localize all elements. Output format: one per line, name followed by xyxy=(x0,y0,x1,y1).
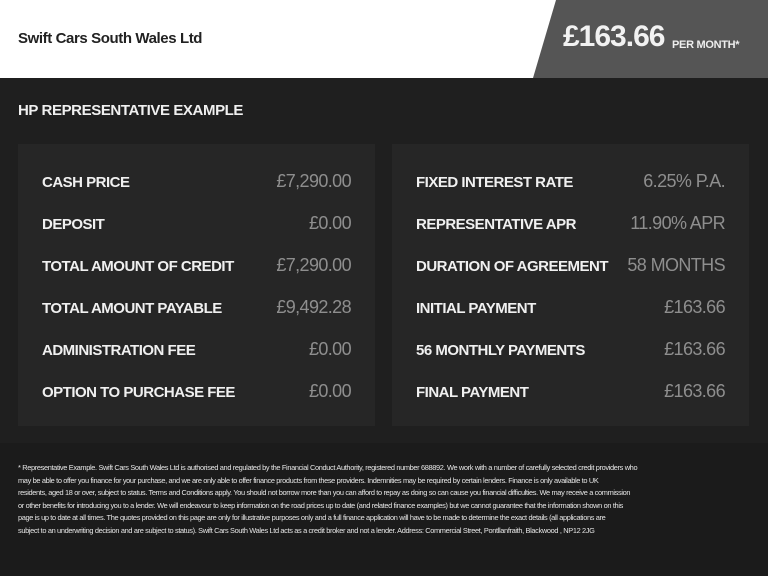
row-value: £0.00 xyxy=(308,213,352,233)
finance-row-total-payable: TOTAL AMOUNT PAYABLE £9,492.28 xyxy=(18,297,375,339)
disclaimer-line: or other benefits for introducing you to… xyxy=(18,500,623,510)
row-label: DURATION OF AGREEMENT xyxy=(416,258,609,275)
row-label: TOTAL AMOUNT OF CREDIT xyxy=(42,258,234,275)
disclaimer-line: * Representative Example. Swift Cars Sou… xyxy=(18,463,638,472)
finance-row-initial-payment: INITIAL PAYMENT £163.66 xyxy=(392,297,749,339)
finance-row-option-fee: OPTION TO PURCHASE FEE £0.00 xyxy=(18,381,375,423)
finance-row-final-payment: FINAL PAYMENT £163.66 xyxy=(392,381,749,423)
finance-row-interest-rate: FIXED INTEREST RATE 6.25% P.A. xyxy=(392,171,749,213)
row-value: £9,492.28 xyxy=(276,297,351,317)
row-label: TOTAL AMOUNT PAYABLE xyxy=(42,300,222,317)
monthly-price: £163.66 xyxy=(563,20,665,53)
row-label: CASH PRICE xyxy=(42,174,130,191)
row-label: 56 MONTHLY PAYMENTS xyxy=(416,342,585,359)
row-label: OPTION TO PURCHASE FEE xyxy=(42,384,235,401)
row-label: DEPOSIT xyxy=(42,216,105,233)
disclaimer: * Representative Example. Swift Cars Sou… xyxy=(18,462,718,537)
row-label: FINAL PAYMENT xyxy=(416,384,529,401)
finance-row-cash-price: CASH PRICE £7,290.00 xyxy=(18,171,375,213)
finance-row-apr: REPRESENTATIVE APR 11.90% APR xyxy=(392,213,749,255)
row-value: 11.90% APR xyxy=(630,213,725,233)
row-value: 58 MONTHS xyxy=(627,255,725,275)
row-label: ADMINISTRATION FEE xyxy=(42,342,196,359)
finance-panel-left: CASH PRICE £7,290.00 DEPOSIT £0.00 TOTAL A… xyxy=(18,144,375,426)
finance-row-duration: DURATION OF AGREEMENT 58 MONTHS xyxy=(392,255,749,297)
row-value: £163.66 xyxy=(664,339,725,359)
row-value: £163.66 xyxy=(664,297,725,317)
finance-row-monthly-payments: 56 MONTHLY PAYMENTS £163.66 xyxy=(392,339,749,381)
disclaimer-line: residents, aged 18 or over, subject to s… xyxy=(18,488,631,497)
disclaimer-line: subject to an underwriting decision and … xyxy=(18,525,595,535)
finance-row-admin-fee: ADMINISTRATION FEE £0.00 xyxy=(18,339,375,381)
row-value: 6.25% P.A. xyxy=(643,171,725,191)
monthly-price-banner xyxy=(533,0,768,78)
finance-row-deposit: DEPOSIT £0.00 xyxy=(18,213,375,255)
row-label: FIXED INTEREST RATE xyxy=(416,174,573,191)
section-title: HP REPRESENTATIVE EXAMPLE xyxy=(18,102,244,119)
row-value: £0.00 xyxy=(308,339,352,359)
row-label: INITIAL PAYMENT xyxy=(416,300,536,317)
finance-row-total-credit: TOTAL AMOUNT OF CREDIT £7,290.00 xyxy=(18,255,375,297)
per-month-label: PER MONTH* xyxy=(672,39,740,51)
row-label: REPRESENTATIVE APR xyxy=(416,216,576,233)
finance-panel-right: FIXED INTEREST RATE 6.25% P.A. REPRESENTA… xyxy=(392,144,749,426)
row-value: £7,290.00 xyxy=(276,255,351,275)
row-value: £7,290.00 xyxy=(276,171,351,191)
dealer-name: Swift Cars South Wales Ltd xyxy=(18,30,203,47)
disclaimer-line: page is up to date at all times. The quo… xyxy=(18,513,606,522)
row-value: £163.66 xyxy=(664,381,725,401)
row-value: £0.00 xyxy=(308,381,352,401)
disclaimer-line: may be able to offer you finance for you… xyxy=(18,475,599,485)
